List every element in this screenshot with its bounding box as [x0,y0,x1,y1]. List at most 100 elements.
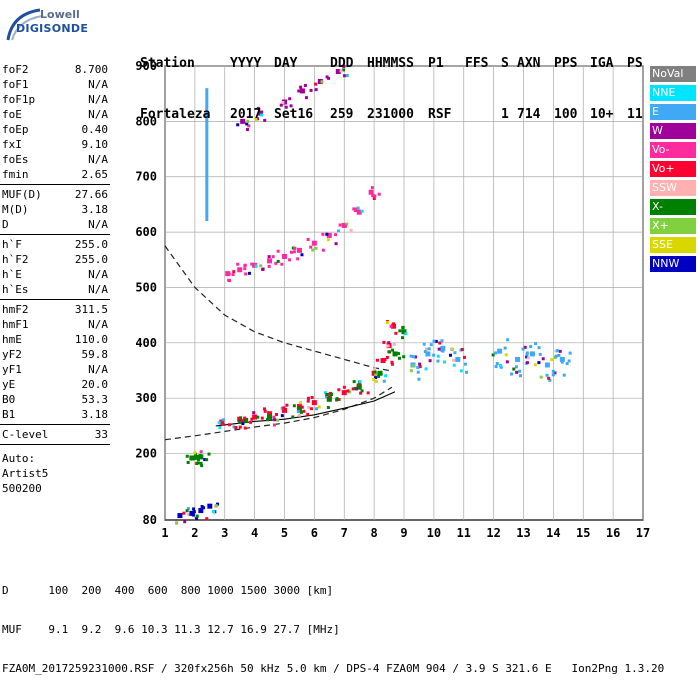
scatter-echo [306,399,310,403]
param-label: yE [2,378,16,391]
param-label: MUF(D) [2,188,42,201]
scatter-echo [360,389,364,393]
scatter-echo [205,458,209,462]
data-point [377,370,383,376]
scatter-echo [529,345,533,349]
data-point [258,110,264,116]
scatter-echo [343,224,347,228]
param-value: N/A [88,218,108,231]
param-value: N/A [88,153,108,166]
scatter-echo [265,418,269,422]
param-value: N/A [88,93,108,106]
scatter-echo [385,355,389,359]
data-point [193,454,199,460]
logo-swoosh-icon [6,8,43,41]
data-point [380,358,386,364]
data-point [282,99,287,105]
legend-item-ssw: SSW [650,180,696,196]
x-tick-label: 5 [281,526,288,540]
data-point [240,118,246,124]
data-point [252,414,258,420]
scatter-echo [299,410,303,414]
header-value-s: 1 [501,107,509,122]
scatter-echo [299,85,303,89]
scatter-echo [374,376,378,380]
scatter-echo [217,421,221,425]
scatter-echo [392,322,396,326]
header-label-pps: PPS [554,56,578,71]
scatter-echo [416,366,420,370]
scatter-echo [245,122,249,126]
scatter-echo [317,405,321,409]
scatter-echo [436,359,440,363]
param-value: 311.5 [74,303,108,316]
x-tick-label: 8 [371,526,378,540]
scatter-echo [414,355,418,359]
param-label: C-level [2,428,49,441]
x-tick-label: 13 [516,526,530,540]
scatter-echo [314,82,318,86]
data-point [326,232,332,238]
scatter-echo [452,358,456,362]
data-point [440,345,446,351]
scatter-echo [297,89,301,93]
scatter-echo [525,361,529,365]
legend-item-sse: SSE [650,237,696,253]
data-point [296,247,302,253]
digisonde-logo: Lowell DIGISONDE [6,6,116,46]
scatter-echo [382,340,386,344]
data-point [425,351,431,357]
scatter-echo [383,357,387,361]
y-tick-label: 200 [135,447,157,461]
scatter-echo [495,362,499,366]
scatter-echo [289,104,293,108]
scatter-echo [291,415,295,419]
scatter-echo [434,339,438,343]
scatter-echo [360,209,364,213]
header-value-iga: 10+ [590,107,614,122]
param-row-group3-3: h`Es N/A [0,282,112,297]
param-label: hmF2 [2,303,29,316]
param-row-group1-6: foEs N/A [0,152,112,167]
data-point [189,510,195,516]
param-label: h`Es [2,283,29,296]
header-value-axn: 714 [517,107,541,122]
scatter-echo [321,232,325,236]
scatter-echo [375,358,379,362]
scatter-echo [397,352,401,356]
param-label: M(D) [2,203,29,216]
scatter-echo [183,520,187,524]
scatter-echo [341,68,345,72]
legend-item-x: X- [650,199,696,215]
param-row-group3-2: h`E N/A [0,267,112,282]
scatter-echo [386,344,390,348]
logo-text-digisonde: DIGISONDE [16,22,89,35]
scatter-echo [371,194,375,198]
scatter-echo [537,346,541,350]
header-label-p1: P1 [428,56,444,71]
data-point [529,351,535,357]
scatter-echo [175,521,179,525]
scatter-echo [309,88,313,92]
data-point [368,189,374,195]
scatter-echo [412,355,416,359]
scatter-echo [423,350,427,354]
scatter-echo [418,362,422,366]
scatter-echo [249,420,253,424]
scatter-echo [538,352,542,356]
param-row-group3-0: h`F 255.0 [0,237,112,252]
scatter-echo [276,259,280,263]
scatter-echo [327,76,331,80]
legend-item-vo: Vo- [650,142,696,158]
scatter-echo [373,370,377,374]
scatter-echo [448,353,452,357]
scatter-echo [267,264,271,268]
scatter-echo [562,373,566,377]
scatter-echo [437,347,441,351]
scatter-echo [356,206,360,210]
data-point [559,356,565,362]
data-point [401,329,407,335]
scatter-echo [436,354,440,358]
scatter-echo [243,426,247,430]
scatter-echo [254,264,258,268]
